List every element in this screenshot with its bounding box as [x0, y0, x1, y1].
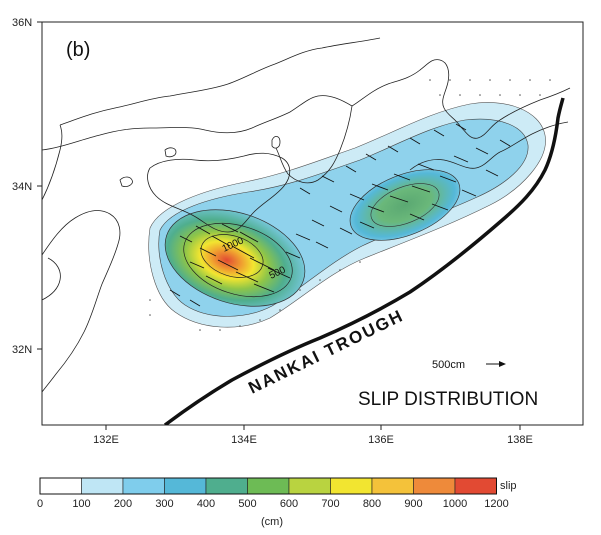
slip-contour-1000	[200, 234, 264, 278]
lon-tick-134e: 134E	[231, 434, 257, 446]
colorbar-unit: (cm)	[261, 516, 283, 528]
panel-label: (b)	[66, 39, 90, 61]
colorbar-segment	[371, 477, 414, 495]
colorbar-segment	[164, 477, 207, 495]
colorbar-segment	[454, 477, 497, 495]
colorbar-tick-label: 300	[155, 498, 173, 510]
colorbar-segment	[122, 477, 165, 495]
colorbar-tick-label: 700	[321, 498, 339, 510]
frame-ticks	[37, 21, 521, 430]
colorbar-tick-label: 900	[404, 498, 422, 510]
colorbar-segment	[288, 477, 331, 495]
colorbar-segment	[81, 477, 124, 495]
colorbar-tick-label: 0	[37, 498, 43, 510]
slip-asperity-east	[349, 169, 461, 241]
colorbar-outline	[39, 477, 497, 495]
colorbar-segment	[247, 477, 290, 495]
colorbar: 0 100 200 300 400 500 600 700 800 900 1000 1200	[37, 477, 509, 510]
lat-tick-36n: 36N	[12, 17, 32, 29]
vector-grid-dots	[149, 79, 551, 331]
colorbar-segment	[413, 477, 456, 495]
nankai-trough-line	[163, 97, 565, 425]
colorbar-tick-label: 1200	[484, 498, 508, 510]
colorbar-tick-label: 100	[72, 498, 90, 510]
slip-contour-east	[370, 183, 440, 227]
colorbar-segment	[330, 477, 373, 495]
lon-tick-138e: 138E	[507, 434, 533, 446]
colorbar-segment	[39, 477, 82, 495]
lon-tick-136e: 136E	[368, 434, 394, 446]
coastlines	[42, 37, 571, 393]
colorbar-tick-label: 400	[197, 498, 215, 510]
slip-asperity-west	[164, 209, 306, 307]
map-title: SLIP DISTRIBUTION	[358, 389, 538, 410]
colorbar-title: slip	[500, 480, 517, 492]
slip-vectors	[169, 123, 511, 307]
lon-tick-132e: 132E	[93, 434, 119, 446]
colorbar-tick-label: 800	[363, 498, 381, 510]
slip-contour-500	[183, 222, 293, 298]
scale-vector-label: 500cm	[432, 359, 465, 371]
lat-tick-32n: 32N	[12, 344, 32, 356]
colorbar-tick-label: 600	[280, 498, 298, 510]
lat-tick-34n: 34N	[12, 181, 32, 193]
colorbar-segment	[205, 477, 248, 495]
colorbar-tick-label: 500	[238, 498, 256, 510]
colorbar-tick-label: 200	[114, 498, 132, 510]
colorbar-tick-label: 1000	[443, 498, 467, 510]
